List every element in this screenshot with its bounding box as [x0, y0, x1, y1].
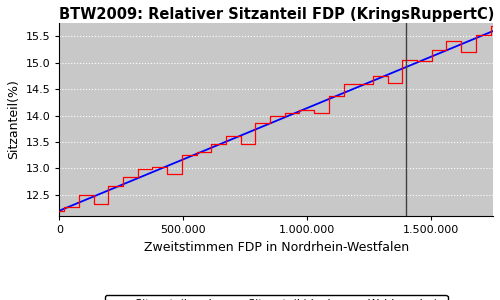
- Sitzanteil real: [444, 49, 450, 52]
- Sitzanteil real: [267, 114, 273, 117]
- Sitzanteil real: [488, 25, 494, 28]
- Text: BTW2009: Relativer Sitzanteil FDP (KringsRuppertC): BTW2009: Relativer Sitzanteil FDP (Kring…: [60, 7, 494, 22]
- Legend: Sitzanteil real, Sitzanteil ideal, Wahlergebnis: Sitzanteil real, Sitzanteil ideal, Wahle…: [105, 295, 448, 300]
- Sitzanteil ideal: [56, 209, 62, 212]
- Sitzanteil ideal: [232, 136, 237, 140]
- Sitzanteil ideal: [248, 130, 254, 134]
- Sitzanteil ideal: [394, 69, 400, 72]
- Y-axis label: Sitzanteil(%): Sitzanteil(%): [7, 80, 20, 160]
- Sitzanteil real: [490, 25, 496, 28]
- X-axis label: Zweitstimmen FDP in Nordrhein-Westfalen: Zweitstimmen FDP in Nordrhein-Westfalen: [144, 241, 408, 254]
- Sitzanteil ideal: [354, 85, 360, 89]
- Sitzanteil real: [134, 167, 140, 171]
- Sitzanteil real: [56, 209, 62, 212]
- Line: Sitzanteil ideal: Sitzanteil ideal: [60, 31, 493, 211]
- Sitzanteil ideal: [402, 66, 408, 69]
- Sitzanteil ideal: [100, 190, 106, 194]
- Sitzanteil ideal: [490, 29, 496, 33]
- Sitzanteil real: [326, 111, 332, 115]
- Sitzanteil real: [164, 172, 170, 176]
- Sitzanteil real: [90, 193, 96, 197]
- Line: Sitzanteil real: Sitzanteil real: [60, 26, 493, 211]
